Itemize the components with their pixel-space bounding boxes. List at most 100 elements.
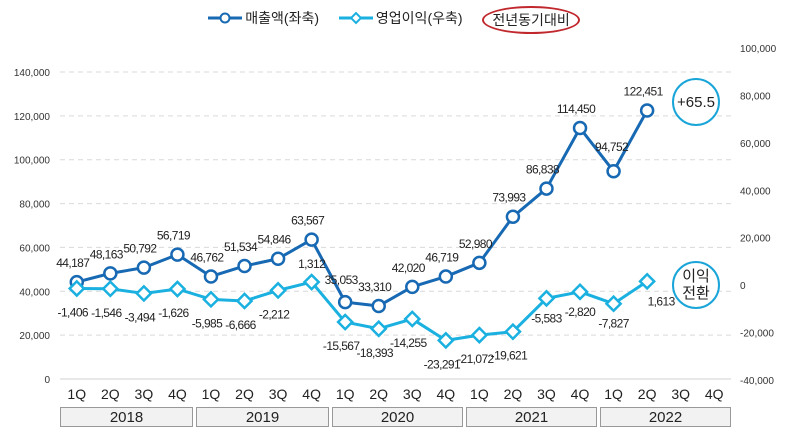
x-tick-label: 2Q — [369, 386, 388, 402]
sales-data-label: 33,310 — [358, 280, 392, 294]
op-callout-line2: 전환 — [682, 285, 710, 302]
op-point — [269, 281, 287, 300]
op-point — [604, 294, 623, 313]
right-axis-tick-label: 20,000 — [740, 234, 771, 245]
sales-data-label: 46,719 — [425, 251, 459, 265]
op-data-label: -18,393 — [356, 346, 393, 360]
right-axis-tick-label: -20,000 — [740, 329, 774, 340]
op-point — [168, 280, 187, 298]
op-data-label: -6,666 — [225, 318, 256, 332]
sales-data-label: 114,450 — [557, 102, 596, 116]
op-data-label: -15,567 — [323, 339, 360, 353]
year-label-2018: 2018 — [60, 407, 193, 427]
op-data-label: -3,494 — [125, 310, 156, 324]
sales-yoy-value: +65.5 — [677, 93, 715, 111]
sales-point — [371, 298, 386, 314]
sales-point — [203, 269, 219, 284]
sales-point — [606, 163, 621, 179]
x-tick-label: 1Q — [470, 386, 489, 402]
sales-data-label: 94,752 — [595, 140, 629, 154]
op-data-label: -7,827 — [598, 317, 629, 331]
sales-data-label: 56,719 — [157, 229, 191, 243]
x-tick-label: 3Q — [269, 386, 288, 402]
op-point — [537, 289, 556, 308]
sales-point — [170, 247, 185, 262]
op-point — [67, 279, 86, 298]
left-axis-tick-label: 40,000 — [19, 287, 50, 298]
x-tick-label: 1Q — [604, 386, 623, 402]
op-data-label: -5,985 — [192, 316, 223, 330]
sales-data-label: 50,792 — [123, 242, 157, 256]
x-tick-label: 4Q — [705, 386, 724, 402]
x-tick-label: 2Q — [101, 386, 120, 402]
sales-data-label: 44,187 — [56, 256, 90, 270]
sales-point — [304, 232, 319, 247]
x-tick-label: 4Q — [436, 386, 455, 402]
sales-point — [539, 181, 554, 196]
op-data-label: -1,626 — [158, 306, 189, 320]
op-point — [135, 284, 153, 303]
sales-data-label: 48,163 — [90, 247, 124, 261]
x-tick-label: 3Q — [537, 386, 556, 402]
op-data-label: -1,546 — [91, 306, 122, 320]
sales-data-label: 73,993 — [492, 191, 526, 205]
x-tick-label: 3Q — [671, 386, 690, 402]
legend-item-sales: 매출액(좌축) — [208, 8, 319, 28]
left-axis-tick-label: 140,000 — [14, 68, 51, 79]
sales-data-label: 63,567 — [291, 214, 325, 228]
x-tick-label: 3Q — [403, 386, 422, 402]
op-point — [202, 290, 220, 309]
sales-data-label: 42,020 — [392, 261, 426, 275]
op-point — [638, 272, 656, 291]
sales-data-label: 46,762 — [190, 250, 224, 264]
left-axis-tick-label: 0 — [44, 375, 50, 386]
op-point — [504, 322, 522, 341]
x-tick-label: 2Q — [235, 386, 254, 402]
left-axis-tick-label: 100,000 — [14, 156, 51, 167]
left-axis-tick-label: 80,000 — [19, 200, 50, 211]
legend-op-label: 영업이익(우축) — [375, 10, 463, 26]
sales-point — [136, 260, 152, 275]
op-point — [235, 292, 254, 310]
x-tick-label: 4Q — [571, 386, 590, 402]
sales-point — [405, 279, 420, 295]
sales-data-label: 52,980 — [459, 237, 493, 251]
year-label-2020: 2020 — [332, 407, 463, 427]
op-data-label: -23,291 — [424, 357, 461, 371]
right-axis-tick-label: 0 — [740, 281, 746, 292]
left-axis-tick-label: 20,000 — [19, 331, 50, 342]
sales-point — [337, 294, 353, 310]
op-data-label: 1,613 — [648, 294, 676, 308]
sales-point — [270, 251, 286, 266]
op-point — [101, 279, 120, 298]
sales-data-label: 122,451 — [624, 84, 664, 98]
op-line-marker-icon — [338, 11, 373, 25]
op-point — [369, 319, 388, 338]
op-turnaround-callout: 이익 전환 — [672, 261, 720, 309]
sales-data-label: 35,053 — [325, 273, 359, 287]
op-point — [436, 331, 455, 350]
sales-point — [438, 269, 454, 284]
right-axis-tick-label: 60,000 — [740, 139, 771, 150]
year-label-2021: 2021 — [466, 407, 597, 427]
op-data-label: -19,621 — [491, 349, 528, 363]
left-axis-tick-label: 60,000 — [19, 243, 50, 254]
op-data-label: 1,312 — [298, 257, 326, 271]
sales-data-label: 54,846 — [258, 233, 292, 247]
x-tick-label: 4Q — [302, 386, 321, 402]
x-tick-label: 2Q — [504, 386, 523, 402]
sales-point — [639, 103, 655, 118]
sales-point — [472, 255, 487, 271]
op-data-label: -2,820 — [565, 305, 596, 319]
legend-sales-label: 매출액(좌축) — [245, 10, 320, 26]
sales-data-label: 51,534 — [224, 240, 258, 254]
op-point — [336, 313, 355, 331]
x-tick-label: 4Q — [168, 386, 187, 402]
sales-point — [572, 120, 588, 136]
x-tick-label: 1Q — [336, 386, 355, 402]
right-axis-tick-label: 80,000 — [740, 91, 771, 102]
op-point — [403, 310, 422, 328]
year-label-2022: 2022 — [600, 407, 731, 427]
op-data-label: -2,212 — [259, 307, 290, 321]
